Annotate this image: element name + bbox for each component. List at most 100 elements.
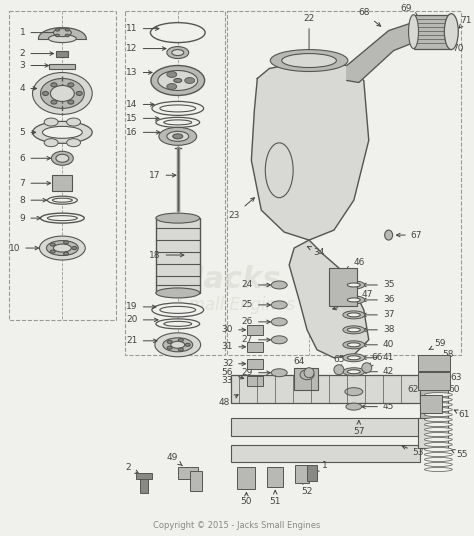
- Text: 56: 56: [222, 368, 244, 379]
- Ellipse shape: [424, 408, 452, 412]
- Text: 43: 43: [265, 379, 291, 389]
- Ellipse shape: [44, 139, 58, 147]
- Bar: [136, 473, 152, 479]
- Text: 38: 38: [363, 325, 394, 334]
- Text: 65: 65: [333, 355, 345, 369]
- Bar: [228, 11, 461, 355]
- Text: 61: 61: [454, 410, 470, 419]
- Ellipse shape: [271, 318, 287, 326]
- Ellipse shape: [53, 198, 73, 202]
- Text: 66: 66: [369, 353, 383, 367]
- Ellipse shape: [65, 28, 69, 31]
- Ellipse shape: [159, 128, 197, 145]
- Ellipse shape: [160, 307, 196, 314]
- Ellipse shape: [156, 117, 200, 128]
- Text: 22: 22: [303, 14, 315, 55]
- Ellipse shape: [167, 340, 172, 344]
- Bar: [267, 467, 283, 487]
- Text: 23: 23: [229, 198, 255, 220]
- Text: 47: 47: [347, 291, 373, 300]
- Bar: [329, 268, 357, 306]
- Ellipse shape: [346, 403, 362, 410]
- Text: 9: 9: [20, 214, 41, 222]
- Bar: [49, 64, 75, 69]
- Ellipse shape: [343, 326, 365, 334]
- Text: 58: 58: [432, 350, 454, 361]
- Ellipse shape: [271, 301, 287, 309]
- Ellipse shape: [424, 437, 452, 442]
- Ellipse shape: [167, 71, 177, 77]
- Ellipse shape: [178, 348, 183, 351]
- Ellipse shape: [167, 84, 177, 90]
- Ellipse shape: [347, 283, 360, 287]
- Text: 6: 6: [20, 154, 51, 163]
- Bar: [140, 475, 148, 494]
- Bar: [53, 175, 73, 191]
- Ellipse shape: [424, 403, 452, 407]
- Bar: [237, 467, 255, 489]
- Text: 53: 53: [402, 445, 424, 457]
- Text: 51: 51: [270, 490, 281, 506]
- Bar: [419, 355, 450, 371]
- Text: 42: 42: [363, 367, 394, 376]
- Text: 18: 18: [149, 250, 184, 259]
- Text: 3: 3: [20, 61, 48, 70]
- Ellipse shape: [185, 78, 195, 84]
- Bar: [247, 342, 264, 352]
- Text: 21: 21: [126, 336, 157, 345]
- Ellipse shape: [167, 131, 189, 142]
- Ellipse shape: [48, 35, 76, 42]
- Polygon shape: [251, 61, 369, 240]
- Ellipse shape: [152, 303, 204, 317]
- Ellipse shape: [67, 139, 81, 147]
- Text: 2: 2: [20, 49, 54, 58]
- Ellipse shape: [424, 398, 452, 401]
- Ellipse shape: [33, 72, 92, 114]
- Bar: [231, 418, 420, 436]
- Ellipse shape: [150, 23, 205, 42]
- Text: 11: 11: [126, 24, 159, 33]
- Ellipse shape: [424, 452, 452, 457]
- Text: 13: 13: [126, 68, 152, 77]
- Ellipse shape: [424, 428, 452, 431]
- Ellipse shape: [54, 28, 71, 36]
- Ellipse shape: [158, 71, 198, 91]
- Text: 48: 48: [219, 394, 238, 407]
- Ellipse shape: [424, 443, 452, 446]
- Text: 54: 54: [433, 441, 450, 452]
- Ellipse shape: [265, 143, 293, 198]
- Text: 25: 25: [333, 300, 355, 310]
- Text: 37: 37: [363, 310, 394, 319]
- Text: 15: 15: [126, 114, 159, 123]
- Bar: [419, 418, 448, 448]
- Text: 5: 5: [20, 128, 36, 137]
- Text: 69: 69: [401, 4, 418, 16]
- Ellipse shape: [33, 121, 92, 143]
- Ellipse shape: [185, 343, 190, 346]
- Ellipse shape: [51, 151, 73, 165]
- Ellipse shape: [424, 463, 452, 466]
- Ellipse shape: [156, 213, 200, 223]
- Ellipse shape: [64, 241, 69, 244]
- Polygon shape: [347, 21, 443, 83]
- Ellipse shape: [39, 236, 85, 260]
- Ellipse shape: [43, 126, 82, 138]
- Text: 32: 32: [222, 359, 246, 368]
- Ellipse shape: [47, 196, 77, 204]
- Ellipse shape: [56, 154, 69, 162]
- Text: 27: 27: [242, 336, 270, 344]
- Ellipse shape: [424, 418, 452, 422]
- Text: 64: 64: [293, 358, 310, 372]
- Ellipse shape: [68, 100, 74, 104]
- Ellipse shape: [151, 65, 205, 95]
- Text: 62: 62: [408, 382, 426, 394]
- Ellipse shape: [347, 356, 360, 360]
- Ellipse shape: [167, 346, 172, 349]
- Bar: [156, 218, 200, 293]
- Text: 1: 1: [315, 461, 328, 472]
- Text: 35: 35: [363, 280, 394, 289]
- Text: 7: 7: [20, 178, 51, 188]
- Ellipse shape: [424, 433, 452, 436]
- Ellipse shape: [50, 85, 74, 101]
- Text: 29: 29: [242, 368, 270, 377]
